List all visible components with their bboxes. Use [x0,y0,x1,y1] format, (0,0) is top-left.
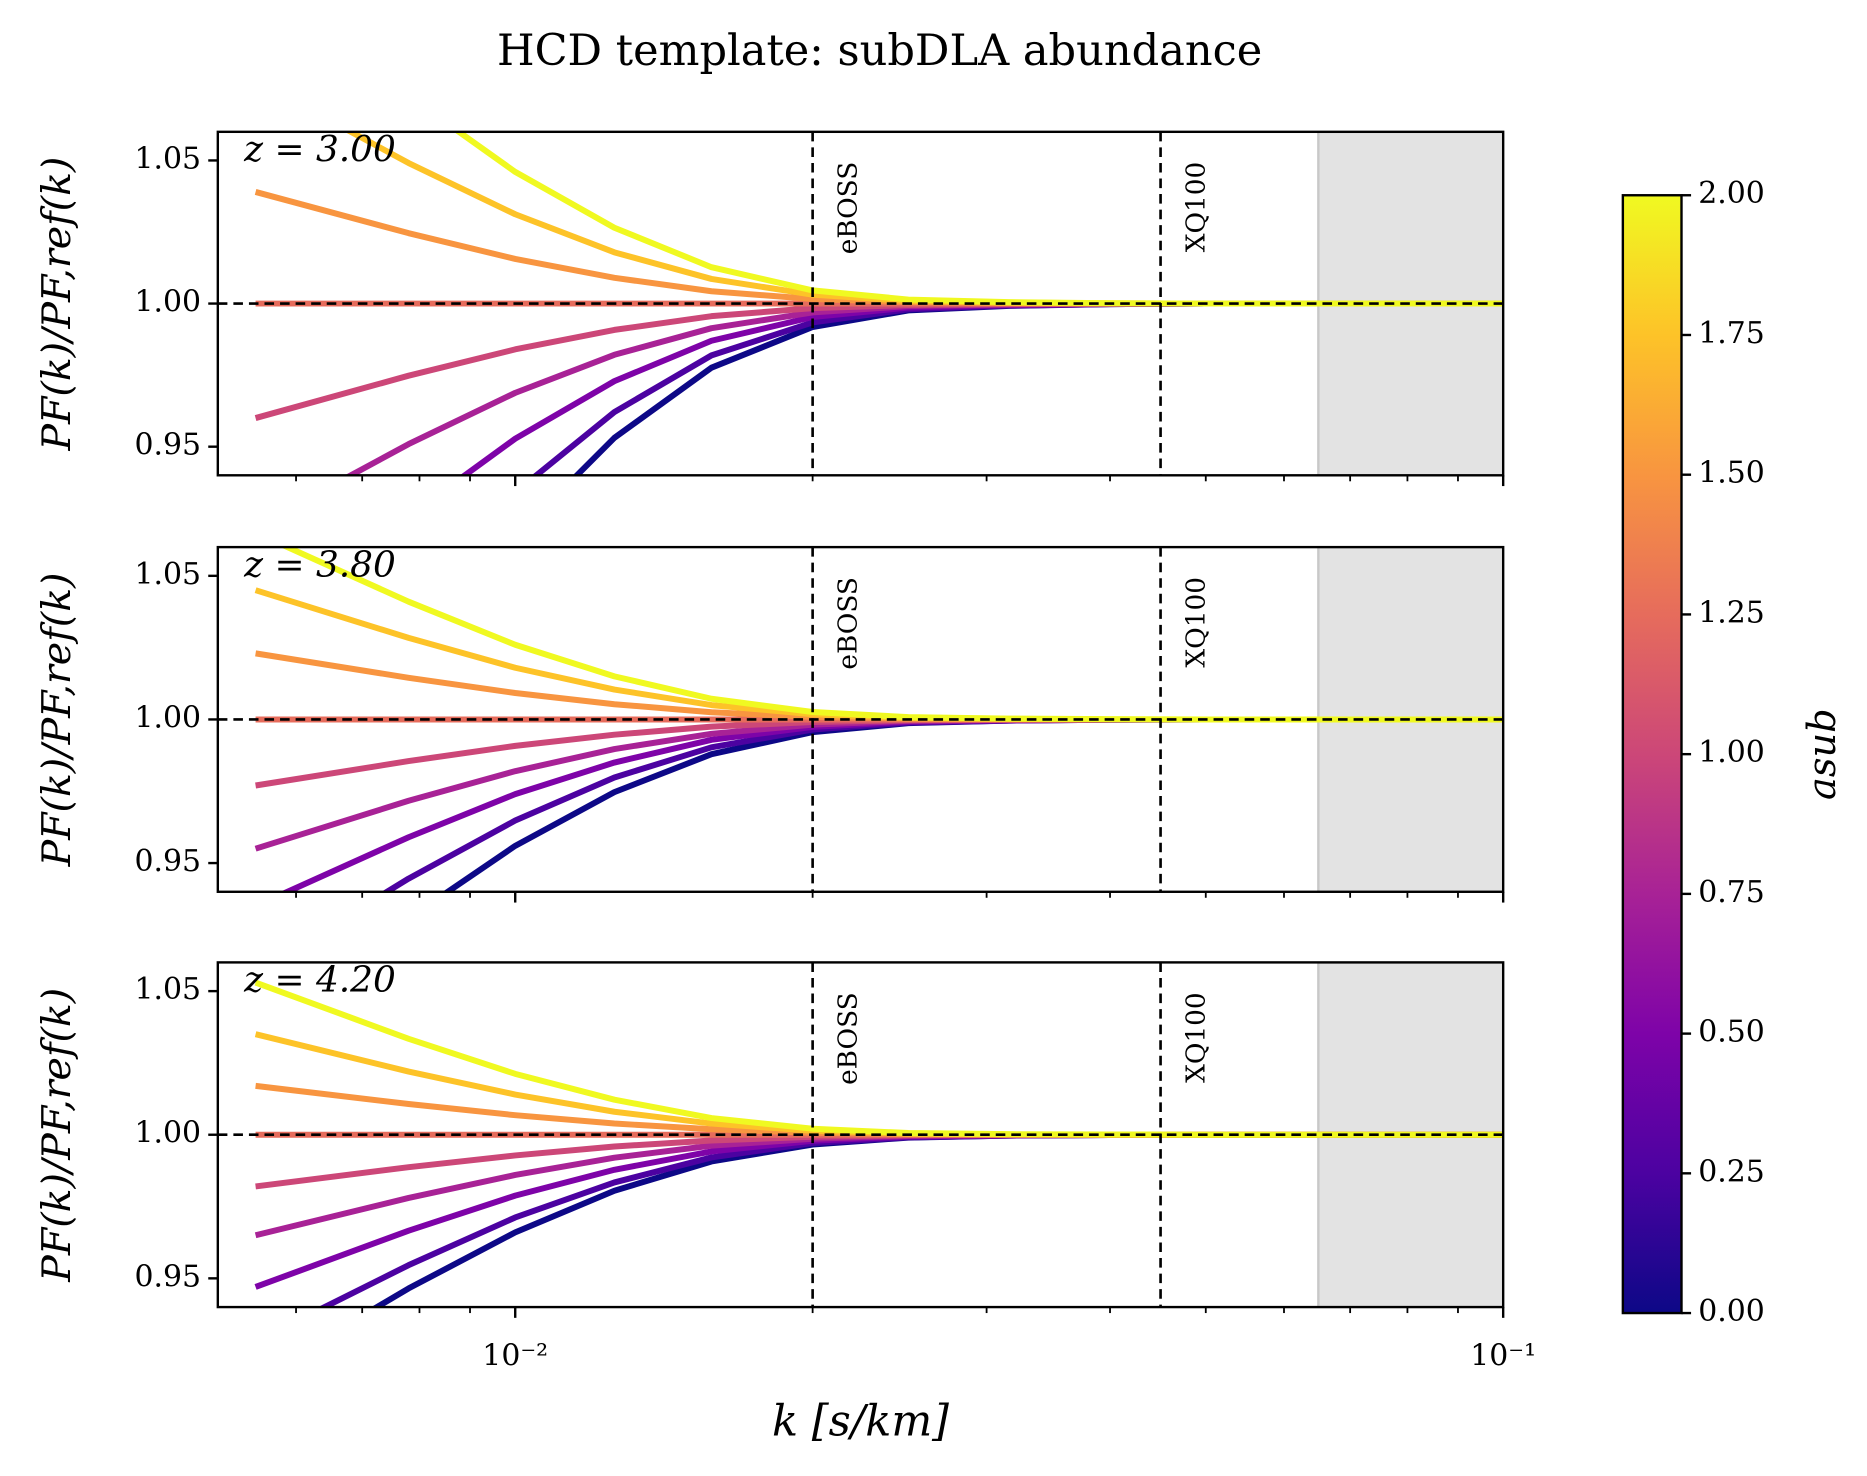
series-line [344,300,1504,476]
survey-label: eBOSS [834,992,864,1085]
plot-area [217,547,1504,892]
series-line [255,716,1504,789]
colorbar-tick-label: 1.25 [1698,595,1765,630]
colorbar-tick-label: 0.75 [1698,875,1765,910]
y-axis-label: PF(k)/PF,ref(k) [34,157,80,452]
annotation: z = 3.80 [243,544,396,585]
chart-title: HCD template: subDLA abundance [497,26,1262,76]
y-axis-label: PF(k)/PF,ref(k) [34,572,80,867]
y-tick-label: 0.95 [134,428,201,463]
annotation: z = 3.00 [243,129,396,170]
series-line [459,300,1504,476]
series-line [572,300,1504,476]
series-line [254,189,1504,307]
series-line [344,131,1504,307]
series-line [255,1082,1504,1138]
y-tick-label: 1.00 [134,285,201,320]
survey-label: XQ100 [1182,162,1212,253]
panel: eBOSS XQ100 0.95 1.00 1.05 z = 3.00 PF(k)/PF,r… [34,129,1505,487]
y-tick-label: 1.00 [134,700,201,735]
survey-label: eBOSS [834,577,864,670]
series-line [254,1131,1504,1290]
series-line [371,1131,1504,1308]
series-line [442,716,1504,892]
y-tick-label: 0.95 [134,1259,201,1294]
series-line [254,587,1504,723]
x-tick-label: 10⁻² [482,1338,548,1373]
colorbar-tick-label: 1.00 [1698,735,1765,770]
y-tick-label: 1.05 [134,972,201,1007]
colorbar-tick-label: 0.25 [1698,1154,1765,1189]
series-line [453,131,1504,307]
panel: eBOSS XQ100 0.95 1.00 1.05 z = 3.80 PF(k)/PF,r… [34,544,1505,903]
survey-label: eBOSS [834,162,864,255]
series-line [280,716,1504,892]
series-line [531,300,1504,476]
plot-area [217,131,1504,476]
colorbar-tick-label: 0.00 [1698,1294,1765,1329]
series-line [280,547,1504,723]
colorbar-label: asub [1800,708,1845,800]
y-tick-label: 1.05 [134,141,201,176]
x-axis-label: k [s/km] [772,1396,949,1446]
survey-label: XQ100 [1182,577,1212,668]
colorbar [1621,194,1683,1315]
plot-area [217,962,1504,1308]
y-tick-label: 1.05 [134,557,201,592]
survey-label: XQ100 [1182,992,1212,1083]
colorbar-tick-label: 1.50 [1698,456,1765,491]
y-axis-label: PF(k)/PF,ref(k) [34,988,80,1283]
x-tick-label: 10⁻¹ [1470,1338,1536,1373]
series-line [254,979,1504,1138]
colorbar-tick-label: 2.00 [1698,176,1765,211]
annotation: z = 4.20 [243,960,396,1001]
panel: eBOSS XQ100 0.95 1.00 1.05 10⁻² 10⁻¹ z = 4.20 PF… [34,960,1536,1374]
colorbar-tick-label: 1.75 [1698,316,1765,351]
y-tick-label: 1.00 [134,1116,201,1151]
series-line [254,716,1504,852]
y-tick-label: 0.95 [134,844,201,879]
series-line [254,300,1504,421]
colorbar-tick-label: 0.50 [1698,1015,1765,1050]
series-line [255,650,1504,723]
